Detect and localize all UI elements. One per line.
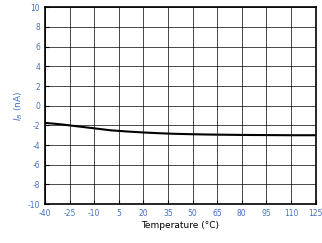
Y-axis label: $I_{B}$ (nA): $I_{B}$ (nA) (13, 91, 25, 121)
X-axis label: Temperature (°C): Temperature (°C) (141, 221, 219, 230)
